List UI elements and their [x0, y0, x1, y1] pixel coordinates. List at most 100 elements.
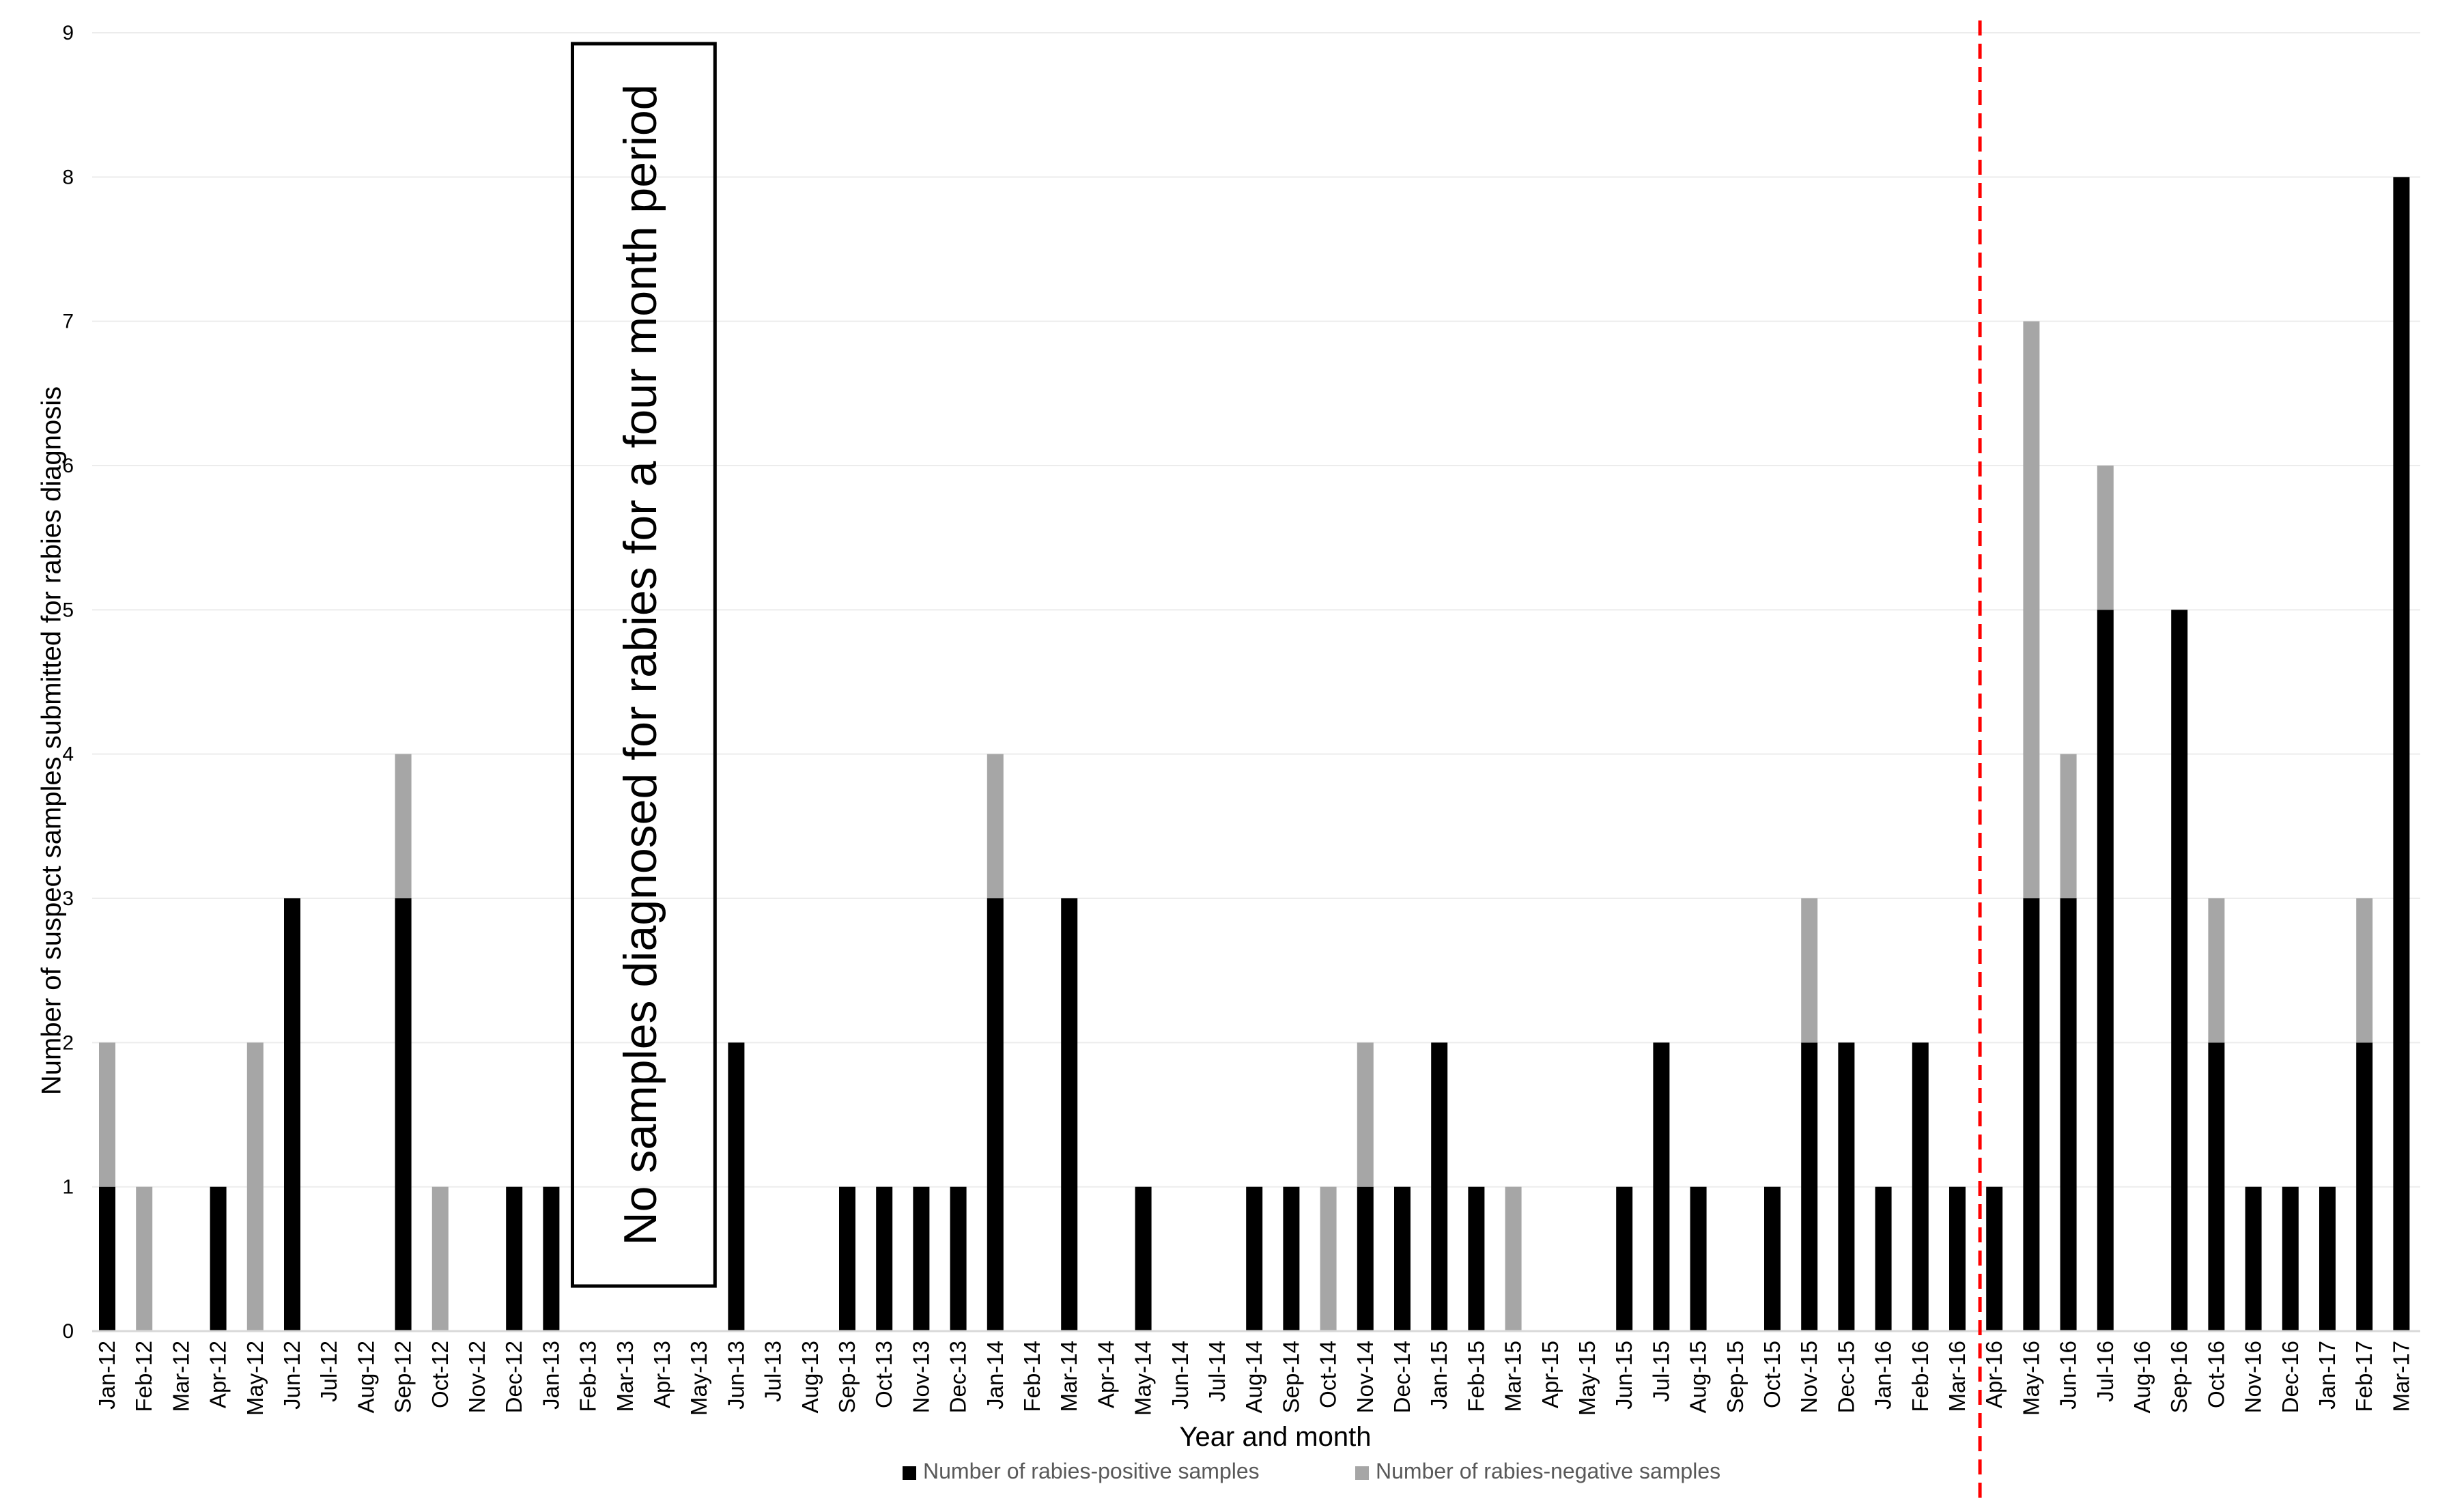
bar-positive-Sep-13 — [839, 1186, 855, 1331]
legend-label-positive: Number of rabies-positive samples — [923, 1459, 1260, 1483]
x-tick-label: Dec-16 — [2278, 1341, 2303, 1413]
bar-positive-Feb-15 — [1468, 1186, 1485, 1331]
x-tick-label: Aug-14 — [1241, 1341, 1266, 1413]
x-tick-label: Jun-14 — [1167, 1341, 1193, 1410]
bar-positive-Dec-15 — [1838, 1042, 1855, 1331]
x-tick-label: Mar-12 — [168, 1341, 193, 1412]
x-tick-label: Oct-14 — [1316, 1341, 1341, 1408]
y-axis-label: Number of suspect samples submitted for … — [37, 386, 67, 1095]
x-tick-label: Apr-14 — [1093, 1341, 1118, 1408]
x-tick-label: Nov-13 — [908, 1341, 933, 1413]
bar-positive-Oct-13 — [876, 1186, 893, 1331]
x-tick-label: Jul-12 — [316, 1341, 341, 1402]
x-tick-label: Jun-12 — [279, 1341, 304, 1410]
x-tick-label: Sep-12 — [391, 1341, 416, 1413]
x-tick-label: Feb-12 — [131, 1341, 156, 1412]
x-tick-label: Jun-15 — [1611, 1341, 1636, 1410]
bar-positive-Sep-14 — [1283, 1186, 1300, 1331]
bar-positive-Mar-17 — [2393, 177, 2410, 1331]
x-tick-label: Mar-16 — [1944, 1341, 1970, 1412]
x-tick-label: Mar-17 — [2388, 1341, 2413, 1412]
x-tick-label: Mar-15 — [1501, 1341, 1526, 1412]
x-tick-label: Jun-16 — [2056, 1341, 2081, 1410]
x-tick-label: Dec-12 — [501, 1341, 526, 1413]
x-axis-label: Year and month — [1180, 1422, 1372, 1452]
legend-label-negative: Number of rabies-negative samples — [1376, 1459, 1720, 1483]
annotation-box: No samples diagnosed for rabies for a fo… — [571, 42, 717, 1288]
bar-positive-Apr-12 — [210, 1186, 227, 1331]
bar-positive-Feb-17 — [2356, 1042, 2373, 1331]
bar-negative-Nov-14 — [1357, 1042, 1374, 1187]
x-tick-label: Nov-12 — [464, 1341, 490, 1413]
bar-negative-Nov-15 — [1801, 898, 1818, 1043]
x-tick-label: Oct-12 — [427, 1341, 453, 1408]
bar-positive-Sep-12 — [395, 898, 412, 1331]
bar-positive-Aug-15 — [1690, 1186, 1707, 1331]
x-tick-label: Sep-14 — [1278, 1341, 1303, 1413]
y-tick-label: 0 — [62, 1320, 74, 1343]
x-tick-label: Jan-13 — [538, 1341, 563, 1410]
x-tick-label: May-13 — [686, 1341, 711, 1416]
bar-negative-Oct-14 — [1320, 1186, 1337, 1331]
x-tick-label: Nov-14 — [1352, 1341, 1378, 1413]
x-tick-label: Oct-13 — [871, 1341, 896, 1408]
x-tick-labels: Jan-12 Feb-12 Mar-12 Apr-12 May-12 Jun-12 Jul-… — [94, 1341, 2413, 1416]
x-tick-label: May-16 — [2018, 1341, 2043, 1416]
x-tick-label: Oct-15 — [1759, 1341, 1785, 1408]
bar-positive-Nov-15 — [1801, 1042, 1818, 1331]
x-tick-label: Jul-13 — [761, 1341, 786, 1402]
y-tick-label: 1 — [62, 1176, 74, 1199]
annotation-rectangle — [571, 42, 717, 1288]
x-tick-label: Feb-16 — [1908, 1341, 1933, 1412]
bar-negative-May-16 — [2023, 321, 2040, 899]
bar-negative-Feb-12 — [136, 1186, 153, 1331]
x-tick-label: Nov-15 — [1796, 1341, 1822, 1413]
x-tick-label: Dec-15 — [1833, 1341, 1858, 1413]
bar-positive-Jun-16 — [2060, 898, 2077, 1331]
y-tick-label: 6 — [62, 455, 74, 477]
bar-positive-Jan-15 — [1431, 1042, 1448, 1331]
x-tick-label: Mar-14 — [1056, 1341, 1081, 1412]
y-tick-label: 2 — [62, 1031, 74, 1054]
bar-negative-Mar-15 — [1505, 1186, 1522, 1331]
x-tick-label: May-12 — [242, 1341, 268, 1416]
bar-positive-Jan-12 — [99, 1186, 115, 1331]
bar-positive-Aug-14 — [1246, 1186, 1263, 1331]
x-tick-label: Feb-13 — [576, 1341, 601, 1412]
x-tick-label: Jul-14 — [1204, 1341, 1230, 1402]
x-tick-label: Apr-15 — [1537, 1341, 1563, 1408]
x-tick-label: Oct-16 — [2203, 1341, 2228, 1408]
x-tick-label: Feb-17 — [2351, 1341, 2377, 1412]
x-tick-label: Aug-15 — [1686, 1341, 1711, 1413]
bar-positive-Jul-15 — [1653, 1042, 1670, 1331]
x-tick-label: Sep-16 — [2166, 1341, 2192, 1413]
bar-positive-Sep-16 — [2171, 610, 2188, 1332]
y-tick-label: 9 — [62, 22, 74, 44]
bar-positive-May-16 — [2023, 898, 2040, 1331]
x-tick-label: Aug-13 — [797, 1341, 823, 1413]
x-tick-label: Jan-15 — [1426, 1341, 1451, 1410]
bar-negative-Jan-14 — [987, 754, 1004, 898]
bar-positive-Mar-16 — [1949, 1186, 1966, 1331]
x-tick-label: Jan-14 — [982, 1341, 1008, 1410]
bars — [99, 177, 2410, 1332]
bar-negative-Jul-16 — [2097, 466, 2114, 610]
legend-swatch-positive — [903, 1466, 916, 1480]
x-tick-label: Dec-14 — [1389, 1341, 1415, 1413]
legend: Number of rabies-positive samples Number… — [903, 1459, 1720, 1483]
bar-positive-Oct-16 — [2208, 1042, 2225, 1331]
x-tick-label: Sep-13 — [834, 1341, 860, 1413]
bar-positive-Dec-13 — [950, 1186, 967, 1331]
y-tick-label: 3 — [62, 887, 74, 910]
x-tick-label: Apr-16 — [1981, 1341, 2007, 1408]
bar-negative-May-12 — [246, 1042, 264, 1331]
bar-positive-Apr-16 — [1986, 1186, 2003, 1331]
bar-positive-Jan-17 — [2319, 1186, 2336, 1331]
x-tick-label: May-15 — [1574, 1341, 1600, 1416]
x-tick-label: Dec-13 — [946, 1341, 971, 1413]
x-tick-label: Jul-15 — [1648, 1341, 1673, 1402]
x-tick-label: Jan-17 — [2314, 1341, 2340, 1410]
bar-positive-Jul-16 — [2097, 610, 2114, 1332]
y-tick-label: 5 — [62, 599, 74, 621]
